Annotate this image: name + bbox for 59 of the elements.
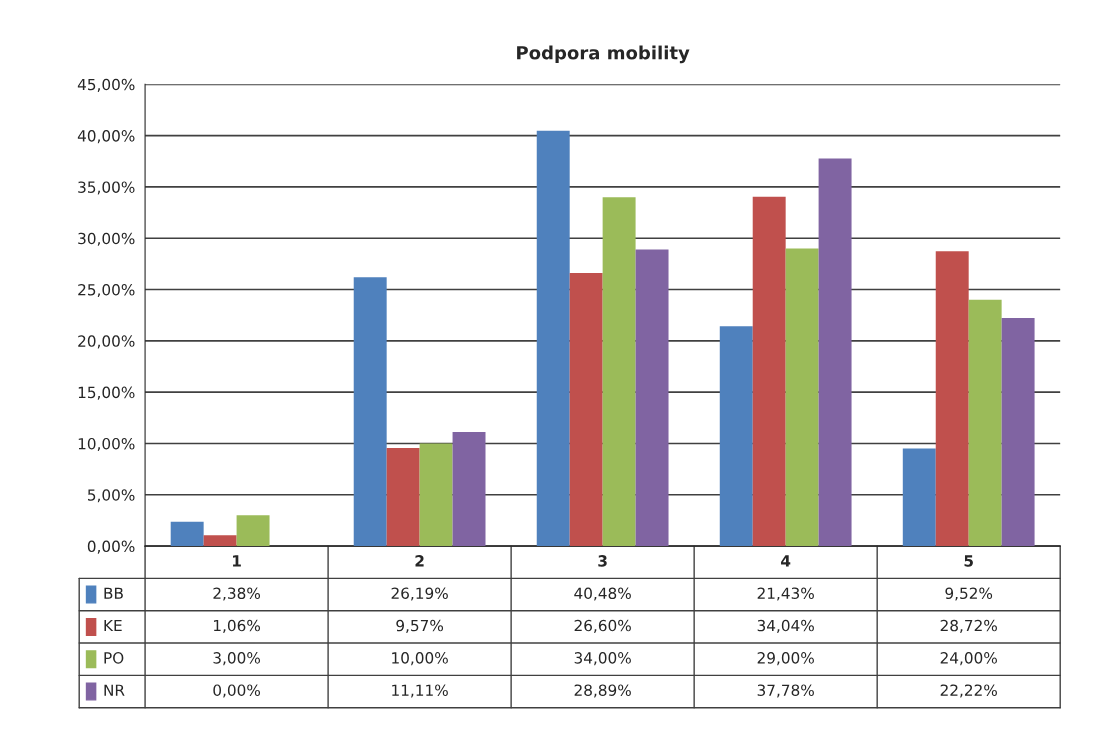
data-label: 24,00% (940, 652, 997, 666)
data-label: 3,00% (213, 652, 261, 666)
bar (452, 432, 486, 547)
bar (968, 299, 1002, 547)
legend-label: PO (104, 652, 124, 664)
bar (353, 277, 387, 547)
data-label: 28,72% (940, 619, 997, 633)
bar (602, 197, 636, 547)
x-tick-label: 1 (233, 555, 241, 567)
bar (752, 196, 786, 547)
data-label: 2,38% (213, 587, 261, 601)
data-label: 10,00% (392, 652, 448, 666)
data-label: 1,06% (214, 619, 261, 633)
y-tick-label: 5,00% (88, 489, 135, 503)
x-tick-label: 5 (964, 555, 973, 567)
data-label: 9,52% (945, 587, 993, 601)
data-label: 29,00% (757, 652, 814, 666)
bar (236, 515, 270, 547)
chart-title: Podpora mobility (517, 45, 690, 64)
y-tick-label: 30,00% (78, 232, 135, 246)
y-tick-label: 10,00% (78, 437, 135, 452)
y-tick-label: 35,00% (78, 181, 135, 195)
y-tick-label: 20,00% (78, 335, 135, 349)
data-label: 9,57% (396, 619, 444, 633)
data-label: 34,00% (574, 652, 631, 666)
bar (719, 326, 753, 547)
data-label: 34,04% (757, 619, 814, 633)
bar (386, 447, 420, 547)
bar (536, 130, 570, 547)
x-tick-label: 3 (598, 555, 607, 567)
y-tick-label: 15,00% (78, 386, 135, 400)
bar (935, 251, 969, 547)
y-tick-label: 40,00% (77, 130, 135, 144)
data-label: 26,60% (574, 619, 631, 633)
y-tick-label: 0,00% (87, 540, 135, 554)
data-label: 21,43% (757, 587, 814, 601)
bar (419, 443, 453, 547)
bar (203, 535, 237, 547)
legend-label: BB (104, 587, 123, 599)
bar (818, 158, 852, 547)
bar (902, 448, 936, 547)
data-label: 26,19% (391, 587, 448, 601)
data-label: 11,11% (392, 684, 448, 698)
legend-label: KE (104, 619, 122, 632)
x-tick-label: 2 (415, 555, 424, 567)
legend-label: NR (104, 684, 125, 696)
data-label: 22,22% (940, 684, 997, 698)
y-tick-label: 45,00% (77, 78, 135, 92)
bar (1001, 318, 1035, 547)
y-tick-label: 25,00% (78, 284, 135, 298)
data-label: 28,89% (574, 684, 631, 698)
bar (635, 249, 669, 547)
data-label: 37,78% (757, 684, 814, 698)
bar (170, 521, 204, 547)
data-label: 40,48% (574, 587, 631, 601)
x-tick-label: 4 (781, 555, 791, 567)
bar (785, 248, 819, 547)
bar (569, 273, 603, 547)
data-label: 0,00% (213, 684, 261, 698)
